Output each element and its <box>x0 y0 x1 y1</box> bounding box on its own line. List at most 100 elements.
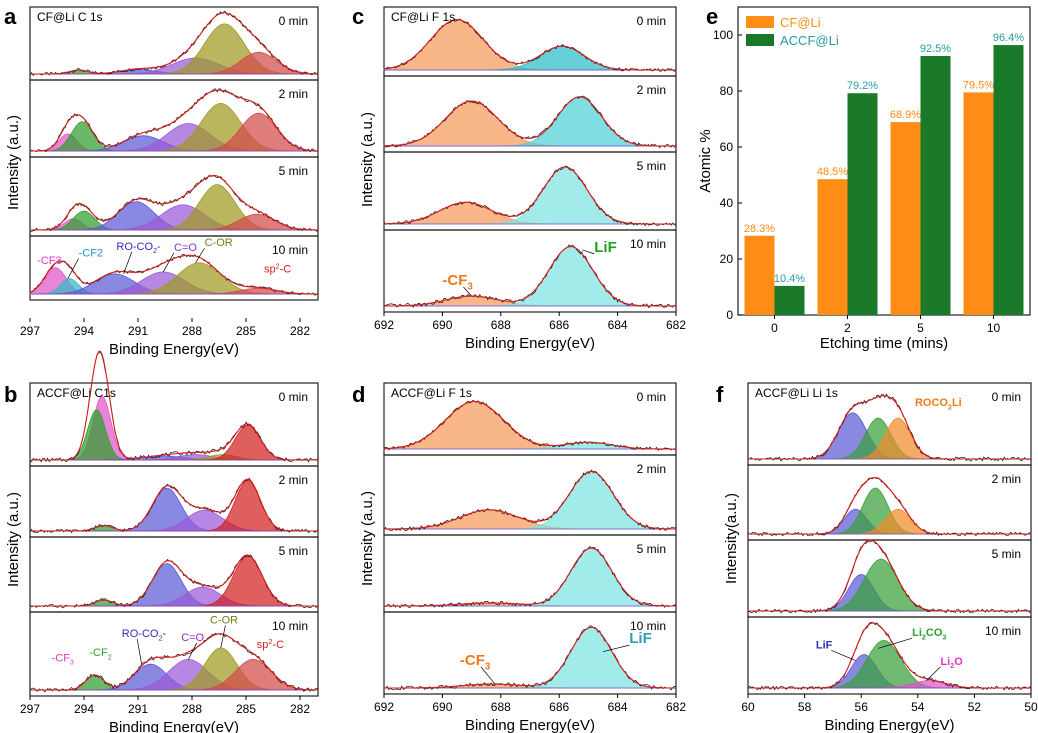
data-label: 48.5% <box>817 166 848 178</box>
fit-envelope <box>384 96 676 147</box>
spectrum-10-min: 10 min <box>383 229 677 313</box>
x-tick-label: 56 <box>855 700 869 714</box>
label-part: -CF <box>89 647 108 659</box>
label-part: C=O <box>174 242 197 254</box>
y-axis-label: Intensity (a.u.) <box>5 115 22 210</box>
time-label: 2 min <box>279 87 308 101</box>
peak-label: LiF <box>629 630 652 647</box>
raw-data-line <box>383 546 677 609</box>
fit-envelope <box>748 476 1031 535</box>
peak-label: -CF3 <box>52 652 74 666</box>
bar-accf-li <box>847 93 878 316</box>
time-label: 2 min <box>637 83 666 97</box>
peak-component <box>30 409 318 461</box>
time-label: 2 min <box>992 472 1021 486</box>
y-tick-label: 60 <box>720 140 734 154</box>
fit-envelope <box>384 470 676 530</box>
x-tick-label: 686 <box>549 700 569 714</box>
label-part: 2 <box>158 634 162 642</box>
spectrum-2-min: 2 min <box>383 454 677 536</box>
peak-component <box>748 558 1031 612</box>
peak-label: sp2-C <box>264 263 291 276</box>
y-axis-label: Intensity (a.u.) <box>359 491 376 586</box>
label-part: 2 <box>950 662 954 670</box>
peak-component <box>748 640 1031 689</box>
peak-label: -CF2 <box>89 647 111 661</box>
subplot-frame <box>383 611 677 695</box>
bar-accf-li <box>993 45 1024 316</box>
label-part: C=O <box>181 632 204 644</box>
label-part: 2 <box>268 638 272 646</box>
panel-letter: a <box>4 4 17 29</box>
data-label: 96.4% <box>993 32 1024 44</box>
x-tick-label: 297 <box>20 702 40 716</box>
peak-component <box>384 166 676 225</box>
peak-label: C=O <box>181 632 204 644</box>
time-label: 5 min <box>279 164 308 178</box>
label-part: 3 <box>942 633 946 641</box>
panel-title: ACCF@Li Li 1s <box>755 386 838 400</box>
fit-envelope <box>384 166 676 225</box>
x-tick-label: 58 <box>798 700 812 714</box>
fit-envelope <box>384 246 676 307</box>
time-label: 5 min <box>637 542 666 556</box>
x-tick-label: 690 <box>432 318 452 332</box>
subplot-frame <box>29 611 319 697</box>
label-leader <box>136 638 142 665</box>
x-axis-label: Binding Energy(eV) <box>465 717 595 733</box>
time-label: 10 min <box>272 243 308 257</box>
fit-envelope <box>30 633 319 691</box>
spectrum-2-min: 2 min <box>747 464 1032 541</box>
spectrum-5-min: 5 min <box>747 539 1032 618</box>
fit-envelope <box>748 622 1031 689</box>
label-part: LiF <box>816 639 833 651</box>
x-tick-label: 297 <box>20 324 40 338</box>
x-tick-label: 294 <box>74 324 94 338</box>
label-part: 2 <box>948 404 952 412</box>
fit-envelope <box>383 19 676 71</box>
panel-letter: d <box>352 382 365 407</box>
y-axis-label: Intensity (a.u.) <box>359 112 376 207</box>
peak-label: Li2CO3 <box>912 627 946 641</box>
y-tick-label: 0 <box>726 308 733 322</box>
data-label: 79.2% <box>847 80 878 92</box>
data-label: 92.5% <box>920 43 951 55</box>
label-part: 2 <box>153 247 157 255</box>
data-label: 28.3% <box>744 223 775 235</box>
x-tick-label: 690 <box>432 700 452 714</box>
peak-label: -CF3 <box>37 255 61 267</box>
fit-envelope <box>748 395 1031 460</box>
x-tick-label: 288 <box>182 702 202 716</box>
fit-envelope <box>30 350 318 461</box>
x-tick-label: 285 <box>236 702 256 716</box>
time-label: 2 min <box>637 462 666 476</box>
spectrum-5-min: 5 min <box>29 536 319 613</box>
label-part: 3 <box>467 281 473 292</box>
x-tick-label: 692 <box>374 700 394 714</box>
y-tick-label: 80 <box>720 84 734 98</box>
x-tick-label: 10 <box>987 321 1001 335</box>
x-tick-label: 52 <box>968 700 982 714</box>
peak-component <box>384 547 676 607</box>
x-tick-label: 294 <box>74 702 94 716</box>
fit-envelope <box>30 89 318 152</box>
peak-component <box>748 417 1031 460</box>
x-tick-label: 288 <box>182 324 202 338</box>
x-tick-label: 692 <box>374 318 394 332</box>
x-tick-label: 682 <box>666 700 686 714</box>
peak-label: RO-CO2- <box>116 241 161 255</box>
bar-accf-li <box>920 56 951 315</box>
y-tick-label: 40 <box>720 196 734 210</box>
label-part: 2 <box>922 633 926 641</box>
raw-data-line <box>383 399 677 451</box>
label-part: 3 <box>485 661 491 672</box>
spectrum-5-min: 5 min <box>383 534 677 613</box>
time-label: 2 min <box>279 473 308 487</box>
x-tick-label: 5 <box>917 321 924 335</box>
panel-c: 0 min 2 min 5 min 10 min -CF3 LiF CF@Li F 1s 69… <box>352 4 686 352</box>
time-label: 0 min <box>279 390 308 404</box>
time-label: 10 min <box>985 624 1021 638</box>
x-tick-label: 688 <box>491 700 511 714</box>
